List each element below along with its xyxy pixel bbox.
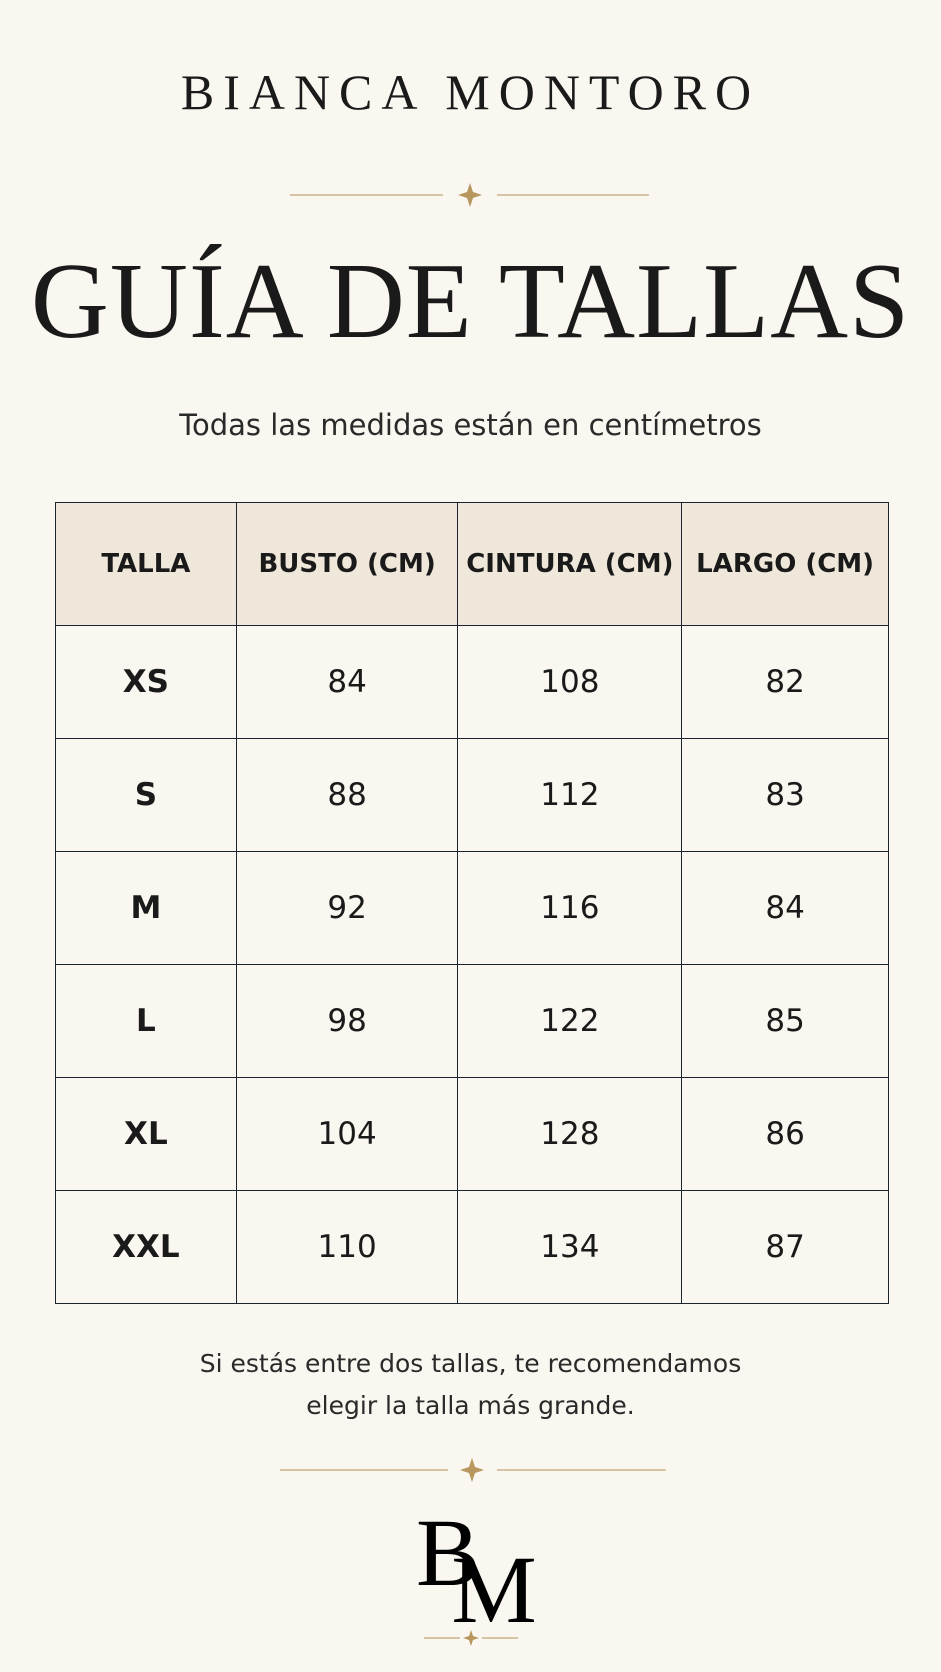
measure-cell: 104 [235, 1077, 459, 1191]
subtitle: Todas las medidas están en centímetros [179, 408, 762, 442]
table-row: XL 104 128 86 [55, 1077, 889, 1191]
measure-cell: 84 [235, 625, 459, 739]
header-cell: BUSTO (CM) [235, 502, 459, 626]
monogram-letter: M [451, 1536, 536, 1643]
size-cell: XXL [55, 1190, 237, 1304]
monogram-letter: B [416, 1499, 480, 1606]
measure-cell: 112 [457, 738, 683, 852]
measure-cell: 86 [681, 1077, 889, 1191]
measure-cell: 92 [235, 851, 459, 965]
table-row: M 92 116 84 [55, 851, 889, 965]
size-table: TALLA BUSTO (CM) CINTURA (CM) LARGO (CM) XS… [55, 502, 889, 1304]
measure-cell: 84 [681, 851, 889, 965]
table-row: XXL 110 134 87 [55, 1190, 889, 1304]
table-body: XS 84 108 82 S 88 112 83 M 92 116 84 L 98 122 85 XL 104 12… [55, 625, 889, 1304]
measure-cell: 82 [681, 625, 889, 739]
size-cell: XL [55, 1077, 237, 1191]
measure-cell: 116 [457, 851, 683, 965]
size-cell: L [55, 964, 237, 1078]
table-row: XS 84 108 82 [55, 625, 889, 739]
header-cell: CINTURA (CM) [457, 502, 683, 626]
measure-cell: 83 [681, 738, 889, 852]
header-row: TALLA BUSTO (CM) CINTURA (CM) LARGO (CM) [55, 502, 889, 626]
measure-cell: 110 [235, 1190, 459, 1304]
header-cell: LARGO (CM) [681, 502, 889, 626]
header-cell: TALLA [55, 502, 237, 626]
brand: BIANCA MONTORO [180, 64, 761, 120]
measure-cell: 122 [457, 964, 683, 1078]
measure-cell: 134 [457, 1190, 683, 1304]
size-cell: XS [55, 625, 237, 739]
measure-cell: 108 [457, 625, 683, 739]
measure-cell: 88 [235, 738, 459, 852]
measure-cell: 128 [457, 1077, 683, 1191]
table-row: L 98 122 85 [55, 964, 889, 1078]
note-line: Si estás entre dos tallas, te recomendam… [199, 1349, 742, 1378]
size-cell: M [55, 851, 237, 965]
note-line: elegir la talla más grande. [306, 1391, 635, 1420]
measure-cell: 87 [681, 1190, 889, 1304]
measure-cell: 85 [681, 964, 889, 1078]
title: GUÍA DE TALLAS [30, 242, 911, 361]
measure-cell: 98 [235, 964, 459, 1078]
size-cell: S [55, 738, 237, 852]
table-row: S 88 112 83 [55, 738, 889, 852]
